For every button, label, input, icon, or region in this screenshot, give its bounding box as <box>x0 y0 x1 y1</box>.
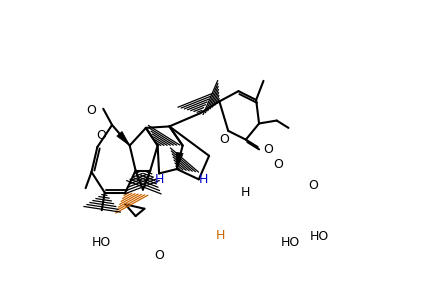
Text: O: O <box>96 129 106 142</box>
Text: O: O <box>86 104 96 117</box>
Text: HO: HO <box>279 236 299 249</box>
Text: H: H <box>216 229 225 242</box>
Text: HO: HO <box>309 230 328 243</box>
Text: H: H <box>198 173 207 186</box>
Text: O: O <box>308 179 318 192</box>
Text: O: O <box>262 143 272 156</box>
Text: O: O <box>154 249 164 262</box>
Polygon shape <box>176 152 183 169</box>
Text: H: H <box>241 186 250 199</box>
Text: O: O <box>219 133 228 146</box>
Text: O: O <box>273 158 282 171</box>
Text: HO: HO <box>91 236 111 249</box>
Polygon shape <box>116 131 130 146</box>
Text: H: H <box>154 173 164 186</box>
